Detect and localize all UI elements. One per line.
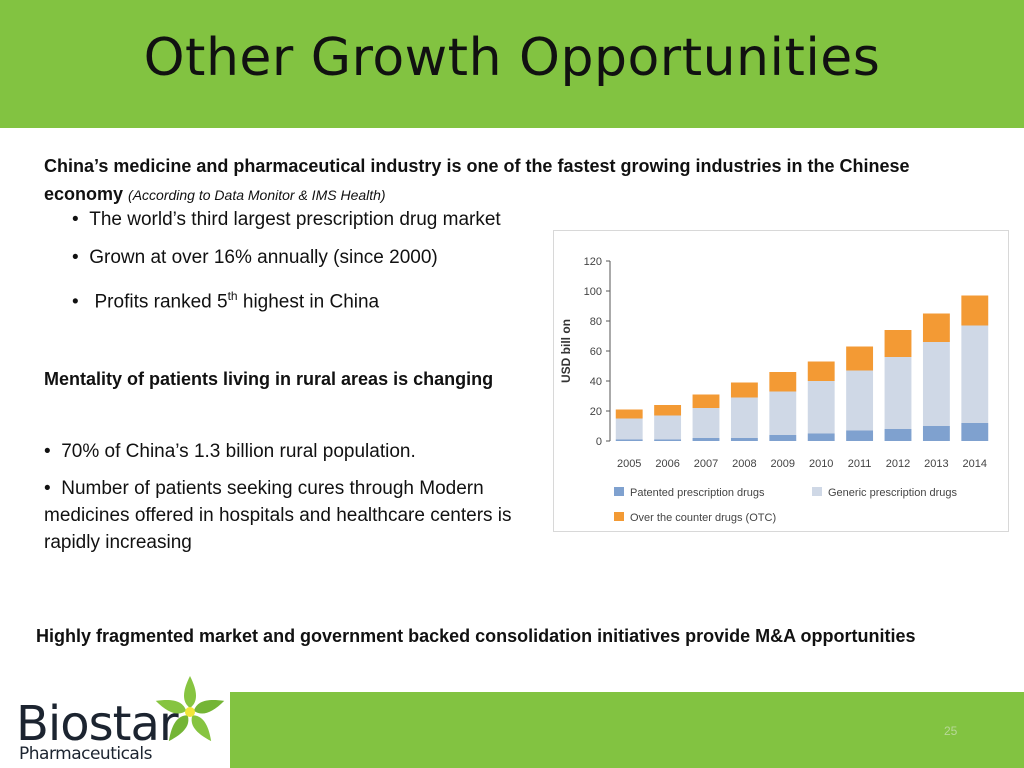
y-tick-label: 60 bbox=[590, 346, 602, 358]
intro-source: (According to Data Monitor & IMS Health) bbox=[128, 187, 386, 203]
bar-segment bbox=[769, 372, 797, 392]
bar-segment bbox=[769, 435, 797, 441]
bar-segment bbox=[961, 295, 989, 326]
legend-swatch bbox=[614, 487, 624, 496]
intro-bold: China’s medicine and pharmaceutical indu… bbox=[44, 156, 910, 204]
bar-segment bbox=[884, 357, 912, 429]
bar-segment bbox=[846, 346, 874, 371]
bullet-text: Number of patients seeking cures through… bbox=[44, 478, 512, 553]
x-tick-label: 2006 bbox=[655, 458, 679, 470]
bar-segment bbox=[961, 423, 989, 441]
y-tick-label: 100 bbox=[584, 286, 602, 298]
bar-segment bbox=[615, 409, 643, 419]
bar-segment bbox=[654, 405, 682, 416]
y-tick-label: 20 bbox=[590, 406, 602, 418]
bar-segment bbox=[730, 438, 758, 441]
bar-segment bbox=[807, 381, 835, 434]
bar-segment bbox=[654, 439, 682, 441]
legend-label: Patented prescription drugs bbox=[630, 487, 765, 499]
bar-segment bbox=[692, 438, 720, 441]
bar-segment bbox=[654, 415, 682, 440]
intro-text: China’s medicine and pharmaceutical indu… bbox=[44, 152, 984, 209]
header-bar bbox=[0, 0, 1024, 128]
x-tick-label: 2012 bbox=[886, 458, 910, 470]
bullet-superscript: th bbox=[227, 289, 238, 303]
bar-segment bbox=[692, 394, 720, 408]
bar-segment bbox=[846, 430, 874, 441]
bullet-item: • Number of patients seeking cures throu… bbox=[44, 478, 512, 553]
legend-label: Over the counter drugs (OTC) bbox=[630, 512, 776, 524]
bullet-item: • Grown at over 16% annually (since 2000… bbox=[72, 247, 438, 268]
bar-segment bbox=[961, 325, 989, 423]
legend-swatch bbox=[614, 512, 624, 521]
bar-segment bbox=[615, 418, 643, 440]
bottom-statement: Highly fragmented market and government … bbox=[36, 626, 916, 646]
stacked-bar-chart: 0 20 40 60 80 100 120 USD bill on 2005 2006 2007 20… bbox=[559, 256, 989, 524]
slide-title: Other Growth Opportunities bbox=[143, 28, 881, 88]
logo-subtitle: Pharmaceuticals bbox=[19, 744, 152, 764]
bar-segment bbox=[884, 330, 912, 357]
logo-star-icon bbox=[155, 676, 225, 742]
bar-segment bbox=[730, 397, 758, 438]
y-tick-label: 0 bbox=[596, 436, 602, 448]
bar-segment bbox=[922, 426, 950, 441]
bar-segment bbox=[730, 382, 758, 398]
bullet-text: The world’s third largest prescription d… bbox=[89, 209, 501, 230]
bar-segment bbox=[615, 439, 643, 441]
x-tick-label: 2005 bbox=[617, 458, 641, 470]
bullet-text: highest in China bbox=[237, 291, 380, 313]
bullet-item: • The world’s third largest prescription… bbox=[72, 209, 501, 230]
x-tick-label: 2014 bbox=[963, 458, 987, 470]
legend-label: Generic prescription drugs bbox=[828, 487, 958, 499]
x-tick-label: 2010 bbox=[809, 458, 833, 470]
bar-segment bbox=[769, 391, 797, 435]
x-tick-label: 2011 bbox=[848, 458, 872, 470]
x-tick-label: 2007 bbox=[694, 458, 718, 470]
y-tick-label: 120 bbox=[584, 256, 602, 268]
bullet-list-1: • The world’s third largest prescription… bbox=[72, 206, 532, 326]
section2-heading: Mentality of patients living in rural ar… bbox=[44, 369, 494, 389]
y-tick-label: 80 bbox=[590, 316, 602, 328]
chart-panel: 0 20 40 60 80 100 120 USD bill on 2005 2006 2007 20… bbox=[553, 230, 1009, 532]
y-tick-label: 40 bbox=[590, 376, 602, 388]
bar-segment bbox=[807, 361, 835, 381]
y-axis-label: USD bill on bbox=[559, 319, 573, 383]
bullet-text: Grown at over 16% annually (since 2000) bbox=[89, 247, 438, 268]
bullet-text: 70% of China’s 1.3 billion rural populat… bbox=[61, 441, 416, 462]
bar-segment bbox=[922, 313, 950, 342]
logo-wordmark: Biostar bbox=[16, 696, 179, 752]
x-tick-label: 2013 bbox=[924, 458, 948, 470]
bar-segment bbox=[846, 370, 874, 431]
x-tick-label: 2008 bbox=[732, 458, 756, 470]
bullet-list-2: • 70% of China’s 1.3 billion rural popul… bbox=[44, 438, 514, 566]
page-number: 25 bbox=[944, 724, 958, 738]
x-tick-label: 2009 bbox=[771, 458, 795, 470]
bar-segment bbox=[692, 408, 720, 438]
bar-segment bbox=[922, 342, 950, 426]
legend-swatch bbox=[812, 487, 822, 496]
bar-segment bbox=[884, 429, 912, 441]
bullet-text: Profits ranked 5 bbox=[94, 291, 228, 313]
bar-segment bbox=[807, 433, 835, 441]
bullet-item: • 70% of China’s 1.3 billion rural popul… bbox=[44, 441, 416, 462]
bullet-item: • Profits ranked 5th highest in China bbox=[72, 289, 380, 313]
